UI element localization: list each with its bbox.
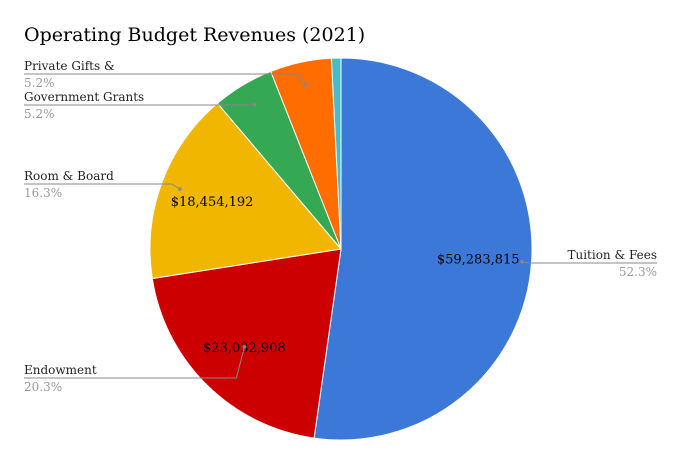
- callout-label-private-gifts: Private Gifts &: [24, 59, 115, 73]
- callout-percent-government-grants: 5.2%: [24, 107, 55, 121]
- callout-dot-government-grants: [253, 103, 257, 107]
- pie-slice-tuition-fees: [314, 58, 532, 440]
- callout-dot-room-board: [178, 187, 182, 191]
- callout-percent-endowment: 20.3%: [24, 380, 62, 394]
- callout-label-endowment: Endowment: [24, 363, 97, 377]
- callout-dot-endowment: [243, 345, 247, 349]
- callout-label-government-grants: Government Grants: [24, 90, 144, 104]
- value-label-tuition-fees: $59,283,815: [437, 253, 520, 268]
- callout-label-room-board: Room & Board: [24, 169, 114, 183]
- callout-label-tuition-fees: Tuition & Fees: [567, 248, 657, 262]
- chart-title: Operating Budget Revenues (2021): [24, 24, 365, 46]
- callout-percent-tuition-fees: 52.3%: [619, 265, 657, 279]
- pie-slices: [150, 58, 532, 440]
- value-label-room-board: $18,454,192: [171, 195, 254, 210]
- callout-dot-private-gifts: [304, 83, 308, 87]
- callout-percent-room-board: 16.3%: [24, 186, 62, 200]
- callout-percent-private-gifts: 5.2%: [24, 76, 55, 90]
- callout-dot-tuition-fees: [520, 260, 524, 264]
